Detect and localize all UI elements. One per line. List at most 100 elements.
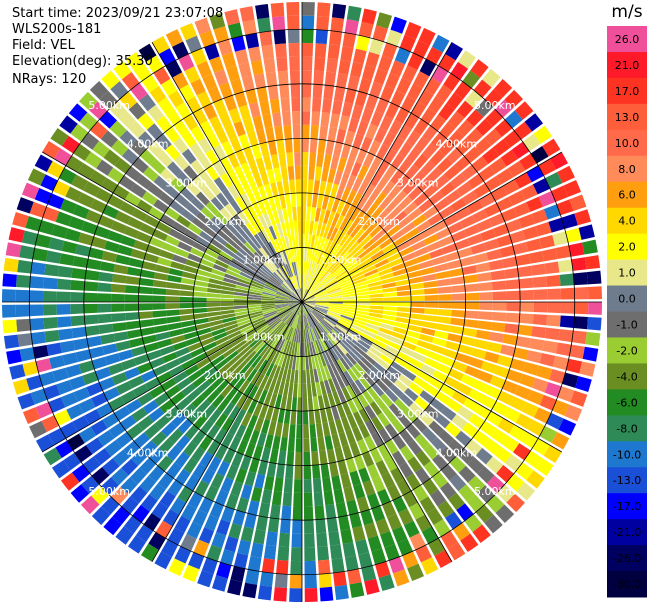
velocity-gate xyxy=(479,420,497,437)
velocity-gate xyxy=(383,407,397,423)
velocity-gate xyxy=(187,552,205,570)
velocity-gate xyxy=(232,510,246,526)
velocity-gate xyxy=(210,238,225,251)
velocity-gate xyxy=(195,274,210,283)
velocity-gate xyxy=(448,492,466,511)
velocity-gate xyxy=(377,412,391,428)
velocity-gate xyxy=(335,269,348,280)
velocity-gate xyxy=(109,101,127,119)
velocity-gate xyxy=(227,238,241,251)
velocity-gate xyxy=(344,19,359,35)
velocity-gate xyxy=(261,302,275,305)
velocity-gate xyxy=(318,252,327,266)
velocity-gate xyxy=(308,165,315,180)
velocity-gate xyxy=(277,307,290,315)
velocity-gate xyxy=(236,394,248,409)
velocity-gate xyxy=(205,201,220,216)
velocity-gate xyxy=(288,302,302,307)
velocity-gate xyxy=(318,323,328,335)
velocity-gate xyxy=(195,322,210,331)
velocity-gate xyxy=(281,505,292,520)
velocity-gate xyxy=(342,256,355,268)
velocity-gate xyxy=(304,275,309,289)
velocity-gate xyxy=(229,217,242,232)
velocity-gate xyxy=(479,292,493,301)
velocity-gate xyxy=(253,320,267,330)
velocity-gate xyxy=(313,354,320,369)
velocity-gate xyxy=(405,473,421,490)
velocity-gate xyxy=(312,310,324,321)
velocity-gate xyxy=(246,368,258,383)
velocity-gate xyxy=(247,205,258,220)
velocity-gate xyxy=(310,248,316,263)
velocity-gate xyxy=(342,401,352,417)
velocity-gate xyxy=(410,295,425,301)
velocity-gate xyxy=(357,339,371,350)
velocity-gate xyxy=(43,277,58,290)
velocity-gate xyxy=(403,408,418,423)
velocity-gate xyxy=(546,314,561,327)
velocity-gate xyxy=(285,312,294,325)
velocity-gate xyxy=(193,285,208,293)
velocity-gate xyxy=(120,390,137,405)
velocity-gate xyxy=(154,324,169,334)
velocity-gate xyxy=(72,204,90,219)
velocity-gate xyxy=(299,288,302,302)
velocity-gate xyxy=(279,436,288,452)
velocity-gate xyxy=(251,355,262,369)
velocity-gate xyxy=(382,42,398,60)
velocity-gate xyxy=(196,211,211,225)
velocity-gate xyxy=(247,306,262,311)
velocity-gate xyxy=(49,355,65,370)
velocity-gate xyxy=(354,379,367,393)
velocity-gate xyxy=(319,222,327,237)
velocity-gate xyxy=(416,339,432,350)
velocity-gate xyxy=(198,332,213,342)
velocity-gate xyxy=(339,216,349,231)
velocity-gate xyxy=(265,281,279,290)
colorbar-tick-label: 10.0 xyxy=(615,137,640,150)
velocity-gate xyxy=(244,471,257,487)
velocity-gate xyxy=(215,128,229,145)
velocity-gate xyxy=(357,164,369,180)
velocity-gate xyxy=(199,230,214,243)
velocity-gate xyxy=(290,276,297,290)
velocity-gate xyxy=(379,374,394,388)
velocity-gate xyxy=(235,313,250,320)
velocity-gate xyxy=(82,371,99,386)
range-ring-label: 3.00km xyxy=(397,408,439,421)
velocity-gate xyxy=(172,221,187,234)
velocity-gate xyxy=(153,272,169,281)
velocity-gate xyxy=(346,261,359,272)
velocity-gate xyxy=(315,423,324,438)
velocity-gate xyxy=(83,181,101,197)
velocity-gate xyxy=(133,240,149,252)
velocity-gate xyxy=(214,444,228,460)
velocity-gate xyxy=(302,302,316,306)
velocity-gate xyxy=(252,187,262,203)
velocity-gate xyxy=(484,128,502,146)
velocity-gate xyxy=(158,438,175,455)
velocity-gate xyxy=(310,124,319,140)
velocity-gate xyxy=(266,280,279,289)
velocity-gate xyxy=(233,299,248,302)
velocity-gate xyxy=(297,206,302,221)
velocity-gate xyxy=(248,458,260,474)
velocity-gate xyxy=(320,408,328,424)
velocity-gate xyxy=(307,328,313,342)
velocity-gate xyxy=(211,375,225,389)
velocity-gate xyxy=(262,346,273,360)
velocity-gate xyxy=(294,233,299,248)
velocity-gate xyxy=(456,503,474,522)
velocity-gate xyxy=(365,272,380,281)
velocity-gate xyxy=(84,281,99,292)
velocity-gate xyxy=(382,501,397,518)
velocity-gate xyxy=(275,295,289,300)
velocity-gate xyxy=(191,446,206,463)
velocity-gate xyxy=(440,530,458,549)
velocity-gate xyxy=(269,318,281,328)
velocity-gate xyxy=(297,302,302,315)
velocity-gate xyxy=(286,313,295,325)
velocity-gate xyxy=(195,236,210,248)
velocity-gate xyxy=(326,448,337,464)
